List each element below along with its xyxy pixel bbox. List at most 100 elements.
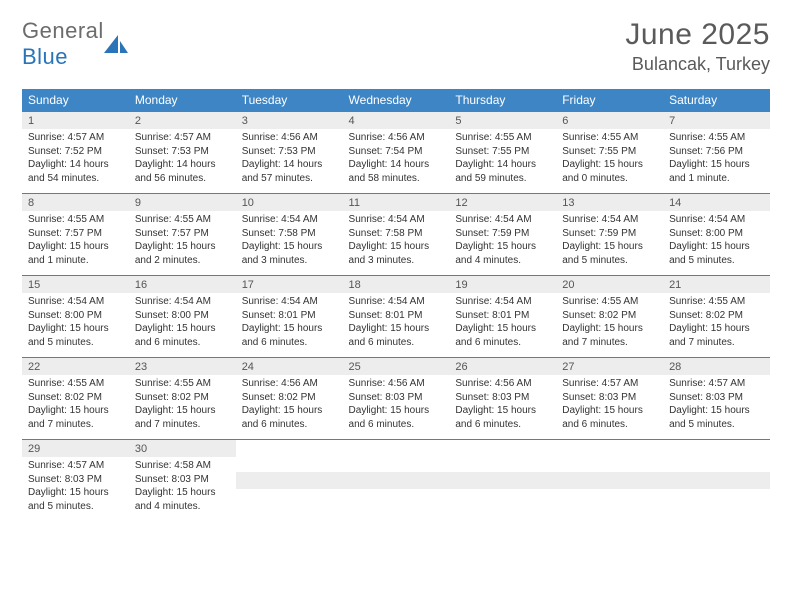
day-details: Sunrise: 4:54 AMSunset: 8:00 PMDaylight:… [129, 293, 236, 357]
day-number: 17 [236, 276, 343, 293]
day-cell: 25Sunrise: 4:56 AMSunset: 8:03 PMDayligh… [343, 358, 450, 440]
day-details: Sunrise: 4:56 AMSunset: 8:02 PMDaylight:… [236, 375, 343, 439]
calendar-row: 8Sunrise: 4:55 AMSunset: 7:57 PMDaylight… [22, 194, 770, 276]
dayhead-thu: Thursday [449, 89, 556, 112]
day-details: Sunrise: 4:54 AMSunset: 7:58 PMDaylight:… [343, 211, 450, 275]
dayhead-sun: Sunday [22, 89, 129, 112]
day-details: Sunrise: 4:55 AMSunset: 8:02 PMDaylight:… [129, 375, 236, 439]
day-cell: 17Sunrise: 4:54 AMSunset: 8:01 PMDayligh… [236, 276, 343, 358]
day-details: Sunrise: 4:55 AMSunset: 7:55 PMDaylight:… [449, 129, 556, 193]
empty-cell [343, 440, 450, 522]
day-number: 3 [236, 112, 343, 129]
day-number: 7 [663, 112, 770, 129]
day-number: 2 [129, 112, 236, 129]
day-number: 25 [343, 358, 450, 375]
day-cell: 18Sunrise: 4:54 AMSunset: 8:01 PMDayligh… [343, 276, 450, 358]
day-number: 23 [129, 358, 236, 375]
day-cell: 12Sunrise: 4:54 AMSunset: 7:59 PMDayligh… [449, 194, 556, 276]
brand-word-1: General [22, 18, 104, 44]
day-details: Sunrise: 4:55 AMSunset: 8:02 PMDaylight:… [663, 293, 770, 357]
day-number: 13 [556, 194, 663, 211]
day-details: Sunrise: 4:54 AMSunset: 8:01 PMDaylight:… [343, 293, 450, 357]
dayhead-mon: Monday [129, 89, 236, 112]
day-cell: 11Sunrise: 4:54 AMSunset: 7:58 PMDayligh… [343, 194, 450, 276]
day-details: Sunrise: 4:54 AMSunset: 8:01 PMDaylight:… [236, 293, 343, 357]
day-number: 24 [236, 358, 343, 375]
calendar-row: 22Sunrise: 4:55 AMSunset: 8:02 PMDayligh… [22, 358, 770, 440]
empty-cell [556, 440, 663, 522]
day-cell: 13Sunrise: 4:54 AMSunset: 7:59 PMDayligh… [556, 194, 663, 276]
header: General Blue June 2025 Bulancak, Turkey [22, 18, 770, 75]
calendar-row: 15Sunrise: 4:54 AMSunset: 8:00 PMDayligh… [22, 276, 770, 358]
day-number: 16 [129, 276, 236, 293]
day-cell: 26Sunrise: 4:56 AMSunset: 8:03 PMDayligh… [449, 358, 556, 440]
day-details: Sunrise: 4:57 AMSunset: 8:03 PMDaylight:… [556, 375, 663, 439]
day-cell: 15Sunrise: 4:54 AMSunset: 8:00 PMDayligh… [22, 276, 129, 358]
dayhead-fri: Friday [556, 89, 663, 112]
day-cell: 20Sunrise: 4:55 AMSunset: 8:02 PMDayligh… [556, 276, 663, 358]
day-details: Sunrise: 4:57 AMSunset: 7:52 PMDaylight:… [22, 129, 129, 193]
day-number: 15 [22, 276, 129, 293]
day-number: 20 [556, 276, 663, 293]
day-details: Sunrise: 4:55 AMSunset: 7:56 PMDaylight:… [663, 129, 770, 193]
day-cell: 27Sunrise: 4:57 AMSunset: 8:03 PMDayligh… [556, 358, 663, 440]
day-cell: 22Sunrise: 4:55 AMSunset: 8:02 PMDayligh… [22, 358, 129, 440]
day-cell: 1Sunrise: 4:57 AMSunset: 7:52 PMDaylight… [22, 112, 129, 194]
day-details: Sunrise: 4:54 AMSunset: 7:59 PMDaylight:… [449, 211, 556, 275]
day-cell: 7Sunrise: 4:55 AMSunset: 7:56 PMDaylight… [663, 112, 770, 194]
day-number: 22 [22, 358, 129, 375]
calendar-body: 1Sunrise: 4:57 AMSunset: 7:52 PMDaylight… [22, 112, 770, 522]
day-cell: 16Sunrise: 4:54 AMSunset: 8:00 PMDayligh… [129, 276, 236, 358]
day-details: Sunrise: 4:54 AMSunset: 7:59 PMDaylight:… [556, 211, 663, 275]
title-block: June 2025 Bulancak, Turkey [625, 18, 770, 75]
day-cell: 19Sunrise: 4:54 AMSunset: 8:01 PMDayligh… [449, 276, 556, 358]
day-details: Sunrise: 4:55 AMSunset: 8:02 PMDaylight:… [22, 375, 129, 439]
day-number: 11 [343, 194, 450, 211]
day-details: Sunrise: 4:56 AMSunset: 8:03 PMDaylight:… [449, 375, 556, 439]
day-details: Sunrise: 4:55 AMSunset: 7:57 PMDaylight:… [22, 211, 129, 275]
day-cell: 9Sunrise: 4:55 AMSunset: 7:57 PMDaylight… [129, 194, 236, 276]
brand-word-2: Blue [22, 44, 68, 70]
day-number: 4 [343, 112, 450, 129]
page-title: June 2025 [625, 18, 770, 52]
day-number: 9 [129, 194, 236, 211]
day-number: 1 [22, 112, 129, 129]
day-number: 19 [449, 276, 556, 293]
day-details: Sunrise: 4:56 AMSunset: 8:03 PMDaylight:… [343, 375, 450, 439]
day-number: 26 [449, 358, 556, 375]
day-cell: 8Sunrise: 4:55 AMSunset: 7:57 PMDaylight… [22, 194, 129, 276]
day-details: Sunrise: 4:54 AMSunset: 7:58 PMDaylight:… [236, 211, 343, 275]
day-cell: 24Sunrise: 4:56 AMSunset: 8:02 PMDayligh… [236, 358, 343, 440]
day-number: 18 [343, 276, 450, 293]
day-cell: 3Sunrise: 4:56 AMSunset: 7:53 PMDaylight… [236, 112, 343, 194]
dayhead-sat: Saturday [663, 89, 770, 112]
calendar-table: Sunday Monday Tuesday Wednesday Thursday… [22, 89, 770, 521]
brand-logo: General Blue [22, 18, 128, 70]
day-details: Sunrise: 4:58 AMSunset: 8:03 PMDaylight:… [129, 457, 236, 521]
location-label: Bulancak, Turkey [625, 54, 770, 75]
day-cell: 21Sunrise: 4:55 AMSunset: 8:02 PMDayligh… [663, 276, 770, 358]
day-number: 30 [129, 440, 236, 457]
day-number: 21 [663, 276, 770, 293]
day-cell: 28Sunrise: 4:57 AMSunset: 8:03 PMDayligh… [663, 358, 770, 440]
day-cell: 2Sunrise: 4:57 AMSunset: 7:53 PMDaylight… [129, 112, 236, 194]
day-cell: 23Sunrise: 4:55 AMSunset: 8:02 PMDayligh… [129, 358, 236, 440]
dayhead-wed: Wednesday [343, 89, 450, 112]
day-cell: 30Sunrise: 4:58 AMSunset: 8:03 PMDayligh… [129, 440, 236, 522]
calendar-row: 1Sunrise: 4:57 AMSunset: 7:52 PMDaylight… [22, 112, 770, 194]
day-number: 14 [663, 194, 770, 211]
day-details: Sunrise: 4:55 AMSunset: 7:57 PMDaylight:… [129, 211, 236, 275]
empty-cell [236, 440, 343, 522]
empty-cell [449, 440, 556, 522]
day-header-row: Sunday Monday Tuesday Wednesday Thursday… [22, 89, 770, 112]
day-cell: 29Sunrise: 4:57 AMSunset: 8:03 PMDayligh… [22, 440, 129, 522]
day-cell: 4Sunrise: 4:56 AMSunset: 7:54 PMDaylight… [343, 112, 450, 194]
day-cell: 5Sunrise: 4:55 AMSunset: 7:55 PMDaylight… [449, 112, 556, 194]
day-cell: 6Sunrise: 4:55 AMSunset: 7:55 PMDaylight… [556, 112, 663, 194]
day-details: Sunrise: 4:57 AMSunset: 8:03 PMDaylight:… [663, 375, 770, 439]
day-details: Sunrise: 4:54 AMSunset: 8:00 PMDaylight:… [22, 293, 129, 357]
day-number: 28 [663, 358, 770, 375]
day-number: 10 [236, 194, 343, 211]
empty-cell [663, 440, 770, 522]
day-number: 12 [449, 194, 556, 211]
